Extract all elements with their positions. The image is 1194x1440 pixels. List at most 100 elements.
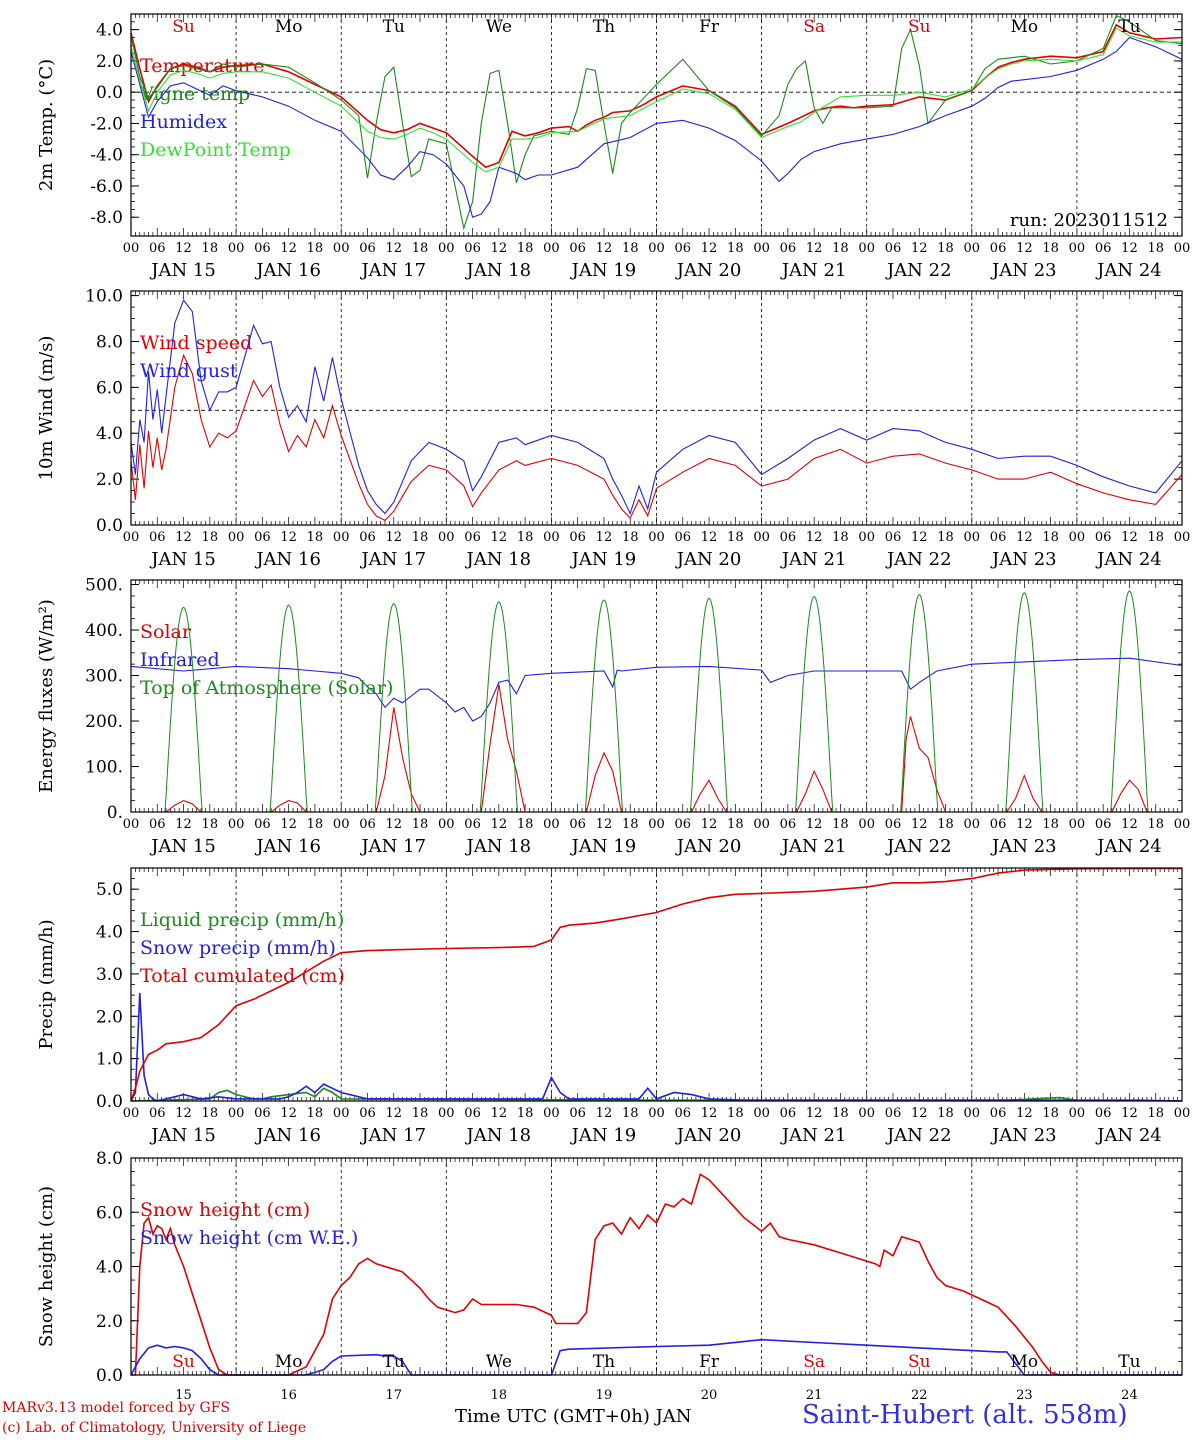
series-line-dewpoint-temp xyxy=(130,27,1182,173)
legend-entry: Temperature xyxy=(140,55,264,77)
x-date-label: JAN 15 xyxy=(149,549,216,570)
plot-frame xyxy=(130,290,1183,526)
x-hour-label: 00 xyxy=(1174,241,1191,256)
x-hour-label: 06 xyxy=(359,530,376,545)
x-hour-label: 00 xyxy=(123,241,140,256)
x-hour-label: 06 xyxy=(254,241,271,256)
x-hour-label: 12 xyxy=(491,1106,508,1121)
x-date-label: JAN 17 xyxy=(359,260,426,281)
y-tick-label: 1.0 xyxy=(96,1050,123,1070)
x-hour-label: 00 xyxy=(648,241,665,256)
x-hour-label: 18 xyxy=(412,241,429,256)
y-tick-label: 4.0 xyxy=(96,21,123,41)
x-hour-label: 00 xyxy=(543,1106,560,1121)
x-hour-label: 18 xyxy=(727,1106,744,1121)
y-tick-label: 0.0 xyxy=(96,83,123,103)
x-hour-label: 06 xyxy=(254,817,271,832)
x-hour-label: 06 xyxy=(359,1106,376,1121)
x-day-number: 18 xyxy=(491,1388,508,1403)
x-hour-label: 12 xyxy=(1121,530,1138,545)
x-hour-label: 12 xyxy=(175,530,192,545)
x-hour-label: 12 xyxy=(806,1106,823,1121)
y-tick-label: 2.0 xyxy=(96,470,123,490)
y-tick-label: 2.0 xyxy=(96,1312,123,1332)
x-hour-label: 00 xyxy=(858,1106,875,1121)
x-hour-label: 12 xyxy=(701,1106,718,1121)
x-hour-label: 00 xyxy=(438,530,455,545)
x-hour-label: 00 xyxy=(858,530,875,545)
y-tick-label: 400. xyxy=(85,621,123,641)
x-hour-label: 06 xyxy=(990,241,1007,256)
weekday-label: Tu xyxy=(383,17,405,37)
x-date-label: JAN 21 xyxy=(780,260,847,281)
x-hour-label: 00 xyxy=(1174,817,1191,832)
x-hour-label: 12 xyxy=(280,1106,297,1121)
x-hour-label: 18 xyxy=(517,1106,534,1121)
x-hour-label: 12 xyxy=(1016,817,1033,832)
x-hour-label: 12 xyxy=(1121,1106,1138,1121)
series-line-snow-height-cm-w-e xyxy=(130,1338,1182,1376)
x-hour-label: 18 xyxy=(202,530,219,545)
legend-entry: Liquid precip (mm/h) xyxy=(140,909,344,931)
x-hour-label: 06 xyxy=(1095,530,1112,545)
y-tick-label: 0.0 xyxy=(96,1092,123,1112)
x-hour-label: 12 xyxy=(911,817,928,832)
x-hour-label: 18 xyxy=(517,817,534,832)
legend-entry: Total cumulated (cm) xyxy=(140,965,345,987)
x-date-label: JAN 24 xyxy=(1095,549,1162,570)
x-hour-label: 06 xyxy=(675,817,692,832)
x-hour-label: 00 xyxy=(858,241,875,256)
run-label: run: 2023011512 xyxy=(1010,210,1168,231)
x-hour-label: 12 xyxy=(701,530,718,545)
x-hour-label: 18 xyxy=(937,241,954,256)
x-hour-label: 00 xyxy=(543,530,560,545)
x-hour-label: 18 xyxy=(202,817,219,832)
lab-credit: (c) Lab. of Climatology, University of L… xyxy=(2,1420,307,1436)
legend-entry: Wind gust xyxy=(140,360,238,382)
x-date-label: JAN 16 xyxy=(254,1125,321,1146)
y-tick-label: 6.0 xyxy=(96,1203,123,1223)
x-day-number: 23 xyxy=(1016,1388,1033,1403)
legend-entry: Infrared xyxy=(140,649,220,671)
weekday-label: Th xyxy=(593,17,615,37)
x-day-number: 17 xyxy=(385,1388,402,1403)
x-date-label: JAN 17 xyxy=(359,836,426,857)
x-hour-label: 06 xyxy=(464,530,481,545)
series-line-wind-gust xyxy=(130,299,1183,515)
x-hour-label: 00 xyxy=(333,1106,350,1121)
x-hour-label: 12 xyxy=(701,241,718,256)
y-tick-label: 0. xyxy=(107,803,123,823)
y-tick-label: 8.0 xyxy=(96,332,123,352)
x-hour-label: 00 xyxy=(438,1106,455,1121)
x-hour-label: 18 xyxy=(622,817,639,832)
x-hour-label: 00 xyxy=(1069,1106,1086,1121)
weekday-label: Tu xyxy=(1118,1352,1140,1372)
x-day-number: 24 xyxy=(1121,1388,1138,1403)
x-date-label: JAN 23 xyxy=(990,260,1057,281)
x-hour-label: 06 xyxy=(675,241,692,256)
x-date-label: JAN 18 xyxy=(465,549,532,570)
series-line-toa-day xyxy=(899,593,939,813)
x-hour-label: 00 xyxy=(123,1106,140,1121)
x-hour-label: 12 xyxy=(701,817,718,832)
x-hour-label: 00 xyxy=(753,1106,770,1121)
series-line-liquid-precip-mm-h xyxy=(130,1087,1183,1102)
x-hour-label: 18 xyxy=(1147,241,1164,256)
legend-entry: Vigne temp xyxy=(139,83,250,105)
x-date-label: JAN 24 xyxy=(1095,836,1162,857)
y-tick-label: 0.0 xyxy=(96,516,123,536)
x-day-number: 16 xyxy=(280,1388,297,1403)
x-hour-label: 18 xyxy=(412,817,429,832)
station-name: Saint-Hubert (alt. 558m) xyxy=(802,1400,1128,1430)
x-hour-label: 06 xyxy=(569,1106,586,1121)
x-date-label: JAN 18 xyxy=(465,836,532,857)
x-hour-label: 06 xyxy=(569,817,586,832)
x-hour-label: 18 xyxy=(937,530,954,545)
weekday-label: Mo xyxy=(275,17,303,37)
x-hour-label: 06 xyxy=(359,241,376,256)
x-hour-label: 18 xyxy=(412,530,429,545)
y-axis-label: Energy fluxes (W/m²) xyxy=(36,599,57,793)
x-hour-label: 18 xyxy=(1042,1106,1059,1121)
x-hour-label: 00 xyxy=(964,1106,981,1121)
x-hour-label: 18 xyxy=(307,530,324,545)
